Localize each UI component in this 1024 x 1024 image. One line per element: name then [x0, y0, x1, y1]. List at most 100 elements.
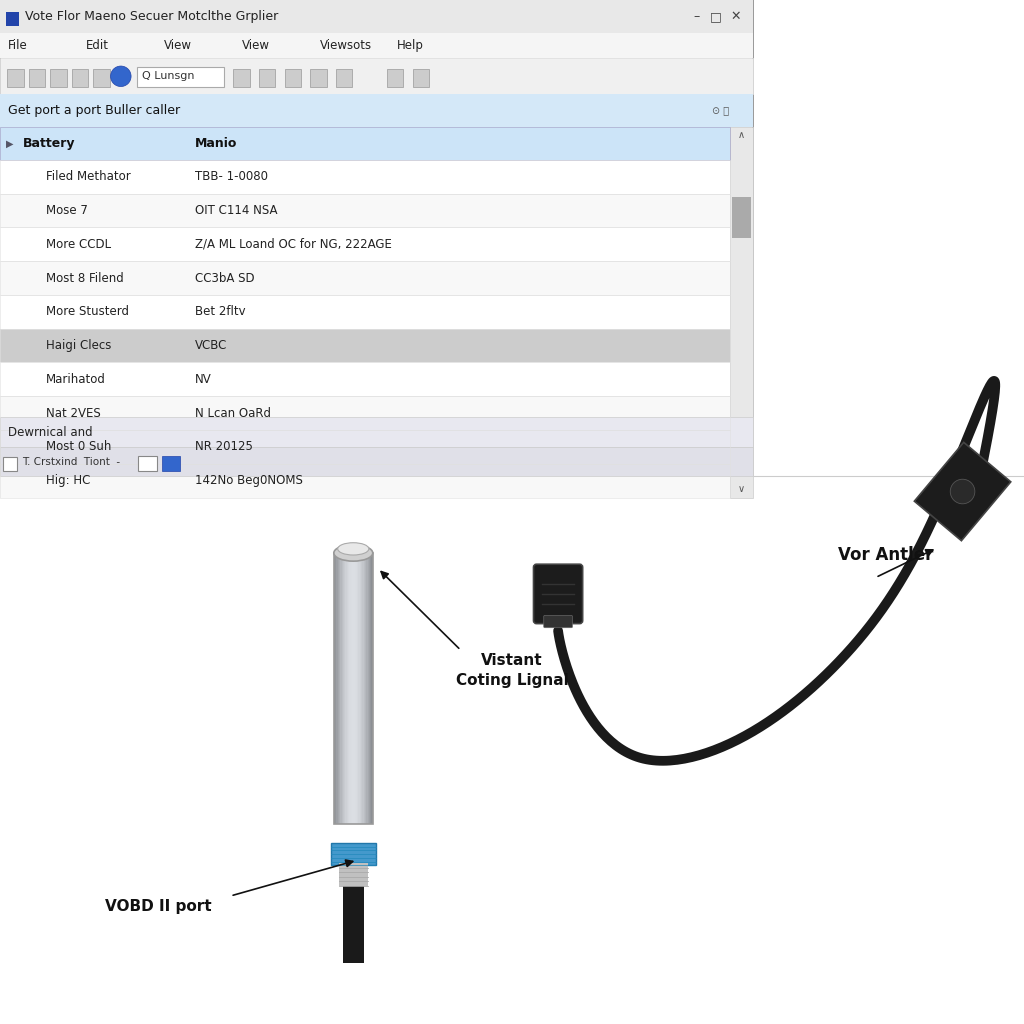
Bar	[72, 69, 88, 87]
Bar	[0, 396, 730, 430]
Bar	[354, 553, 356, 824]
Bar	[340, 553, 342, 824]
Text: Hig: HC: Hig: HC	[46, 474, 90, 487]
Bar	[0, 261, 730, 295]
Bar	[0, 329, 730, 362]
Bar	[0, 194, 730, 227]
Bar	[0, 0, 753, 33]
Bar	[137, 67, 224, 87]
Bar	[0, 362, 730, 396]
Text: VCBC: VCBC	[195, 339, 227, 352]
Bar	[0, 362, 730, 396]
Bar	[6, 12, 19, 26]
Text: Z/A ML Loand OC for NG, 222AGE: Z/A ML Loand OC for NG, 222AGE	[195, 238, 391, 251]
Bar	[338, 553, 340, 824]
Bar	[370, 553, 372, 824]
Bar	[730, 127, 753, 498]
Text: –: –	[693, 10, 699, 23]
Bar	[0, 227, 730, 261]
Text: Vote Flor Maeno Secuer Motclthe Grplier: Vote Flor Maeno Secuer Motclthe Grplier	[25, 10, 278, 23]
Bar	[356, 553, 357, 824]
Text: N Lcan OaRd: N Lcan OaRd	[195, 407, 270, 420]
Bar	[0, 127, 730, 160]
Bar	[344, 553, 346, 824]
Text: TBB- 1-0080: TBB- 1-0080	[195, 170, 267, 183]
Bar	[343, 553, 345, 824]
Text: More Stusterd: More Stusterd	[46, 305, 129, 318]
Text: ⊙ ⬛: ⊙ ⬛	[712, 105, 729, 116]
Text: Help: Help	[397, 39, 424, 52]
Bar	[732, 198, 751, 239]
Ellipse shape	[338, 543, 369, 555]
Bar	[0, 58, 753, 94]
Bar	[310, 69, 327, 87]
Bar	[359, 553, 361, 824]
Text: Get port a port Buller caller: Get port a port Buller caller	[8, 104, 180, 117]
Text: Filed Methator: Filed Methator	[46, 170, 131, 183]
Bar	[259, 69, 275, 87]
Text: Q Lunsgn: Q Lunsgn	[142, 72, 195, 81]
Text: View: View	[242, 39, 269, 52]
Bar	[337, 553, 338, 824]
Bar	[285, 69, 301, 87]
Bar	[0, 160, 730, 194]
Bar	[335, 553, 337, 824]
Text: OIT C114 NSA: OIT C114 NSA	[195, 204, 278, 217]
Bar	[0, 261, 730, 295]
Text: □: □	[710, 10, 722, 23]
Text: Bet 2fltv: Bet 2fltv	[195, 305, 245, 318]
Text: Viewsots: Viewsots	[319, 39, 372, 52]
Bar	[353, 553, 355, 824]
Circle shape	[111, 67, 131, 87]
Text: T. Crstxind  Tiont  -: T. Crstxind Tiont -	[23, 457, 124, 467]
Bar	[387, 69, 403, 87]
Text: Vistant
Coting Lignal: Vistant Coting Lignal	[456, 653, 568, 688]
Bar	[0, 417, 753, 447]
Bar	[233, 69, 250, 87]
Bar	[3, 457, 17, 471]
Text: NR 20125: NR 20125	[195, 440, 253, 454]
Bar	[364, 553, 366, 824]
Text: More CCDL: More CCDL	[46, 238, 112, 251]
Text: ∨: ∨	[738, 484, 744, 495]
Bar	[367, 553, 368, 824]
Bar	[368, 553, 370, 824]
Bar	[0, 396, 730, 430]
FancyBboxPatch shape	[534, 564, 583, 624]
Bar	[361, 553, 362, 824]
Text: ▶: ▶	[6, 138, 13, 148]
Bar	[345, 553, 347, 824]
Bar	[50, 69, 67, 87]
Bar	[0, 94, 753, 127]
Bar	[0, 160, 730, 194]
Bar	[413, 69, 429, 87]
Text: Battery: Battery	[23, 137, 75, 150]
Circle shape	[950, 479, 975, 504]
Text: Most 8 Filend: Most 8 Filend	[46, 271, 124, 285]
Bar	[29, 69, 45, 87]
Bar	[0, 227, 730, 261]
Bar	[0, 464, 730, 498]
Bar	[343, 886, 364, 963]
Bar	[362, 553, 365, 824]
Bar	[352, 553, 354, 824]
Text: Haigi Clecs: Haigi Clecs	[46, 339, 112, 352]
Bar	[0, 127, 730, 160]
Bar	[336, 69, 352, 87]
Bar	[0, 447, 753, 476]
Bar	[331, 843, 376, 865]
Bar	[0, 295, 730, 329]
Text: Edit: Edit	[86, 39, 109, 52]
Bar	[0, 430, 730, 464]
Text: Dewrnical and: Dewrnical and	[8, 426, 93, 438]
Text: ✕: ✕	[730, 10, 740, 23]
FancyBboxPatch shape	[544, 615, 572, 628]
Bar	[342, 553, 343, 824]
Text: Manio: Manio	[195, 137, 237, 150]
Text: 142No Beg0NOMS: 142No Beg0NOMS	[195, 474, 302, 487]
Bar	[357, 553, 359, 824]
Bar	[7, 69, 24, 87]
Bar	[0, 329, 730, 362]
Text: Vor Antler: Vor Antler	[838, 546, 934, 564]
Text: ∧: ∧	[738, 130, 744, 140]
